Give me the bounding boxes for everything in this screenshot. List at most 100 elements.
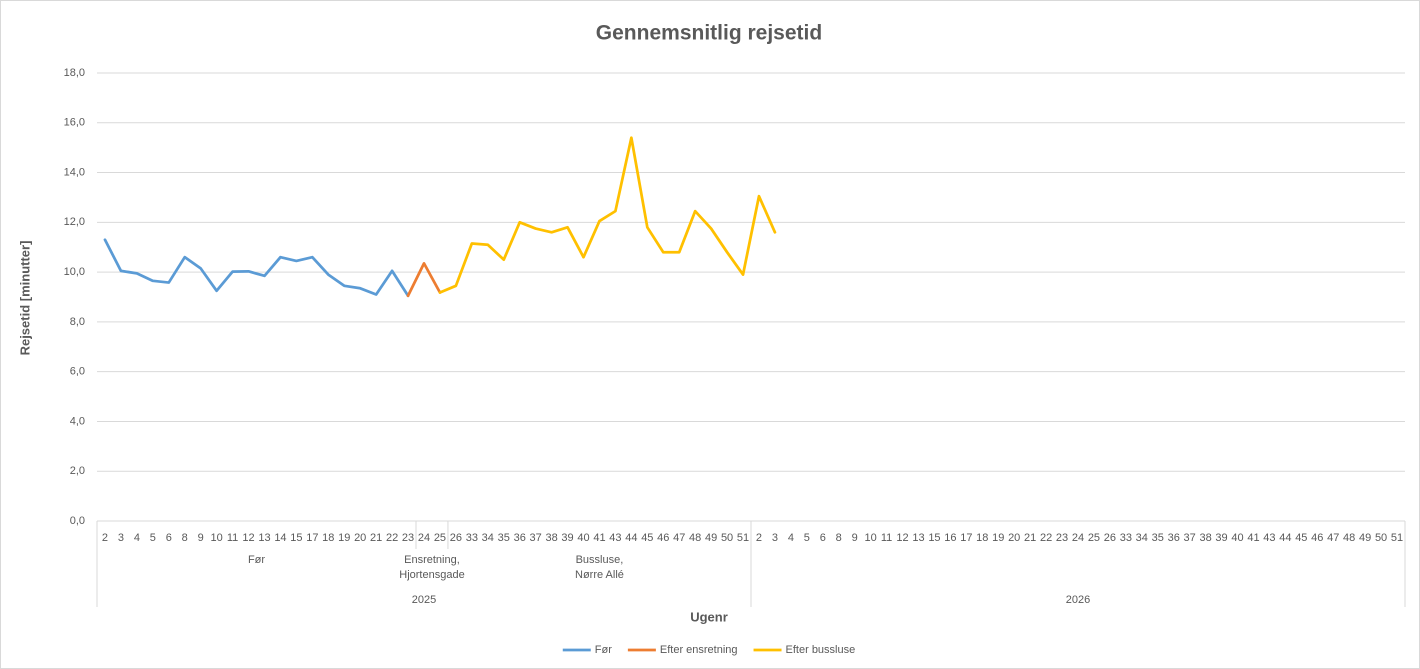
x-tick-label: 34 <box>1136 532 1148 544</box>
x-tick-label: 35 <box>498 532 510 544</box>
x-tick-label: 36 <box>514 532 526 544</box>
x-tick-label: 2 <box>756 532 762 544</box>
x-tick-label: 50 <box>721 532 733 544</box>
x-tick-label: 43 <box>609 532 621 544</box>
x-tick-label: 37 <box>530 532 542 544</box>
y-tick-label: 18,0 <box>64 67 85 79</box>
y-axis-title: Rejsetid [minutter] <box>17 241 32 356</box>
x-tick-label: 18 <box>322 532 334 544</box>
x-tick-label: 46 <box>657 532 669 544</box>
year-label: 2026 <box>1066 594 1090 606</box>
x-tick-label: 39 <box>561 532 573 544</box>
x-tick-label: 45 <box>1295 532 1307 544</box>
x-tick-label: 15 <box>928 532 940 544</box>
x-tick-label: 12 <box>242 532 254 544</box>
x-tick-label: 39 <box>1215 532 1227 544</box>
series-line <box>103 238 410 298</box>
x-tick-label: 16 <box>944 532 956 544</box>
legend-label: Efter bussluse <box>786 644 856 656</box>
x-tick-label: 38 <box>1199 532 1211 544</box>
x-tick-label: 13 <box>258 532 270 544</box>
x-tick-label: 20 <box>354 532 366 544</box>
x-tick-label: 36 <box>1168 532 1180 544</box>
y-tick-label: 6,0 <box>70 366 85 378</box>
x-tick-label: 11 <box>227 532 238 544</box>
x-tick-label: 2 <box>102 532 108 544</box>
chart-title: Gennemsnitlig rejsetid <box>596 22 822 45</box>
x-tick-label: 26 <box>450 532 462 544</box>
year-label: 2025 <box>412 594 436 606</box>
x-tick-label: 22 <box>1040 532 1052 544</box>
x-tick-label: 11 <box>881 532 892 544</box>
x-tick-label: 40 <box>1231 532 1243 544</box>
x-tick-label: 10 <box>211 532 223 544</box>
x-tick-label: 37 <box>1184 532 1196 544</box>
x-tick-label: 41 <box>593 532 605 544</box>
x-tick-label: 18 <box>976 532 988 544</box>
group-label: Ensretning, Hjortensgade <box>399 554 465 581</box>
y-tick-label: 4,0 <box>70 415 85 427</box>
x-tick-label: 17 <box>306 532 318 544</box>
x-tick-label: 3 <box>118 532 124 544</box>
x-tick-label: 9 <box>852 532 858 544</box>
x-tick-label: 8 <box>836 532 842 544</box>
x-tick-label: 17 <box>960 532 972 544</box>
series-line <box>406 262 442 298</box>
x-tick-label: 44 <box>625 532 637 544</box>
group-label: Før <box>247 554 266 566</box>
x-tick-label: 43 <box>1263 532 1275 544</box>
y-tick-label: 2,0 <box>70 465 85 477</box>
x-tick-label: 21 <box>1024 532 1036 544</box>
x-tick-label: 44 <box>1279 532 1291 544</box>
y-tick-label: 0,0 <box>70 515 85 527</box>
x-tick-label: 9 <box>198 532 204 544</box>
x-tick-label: 45 <box>641 532 653 544</box>
y-tick-label: 16,0 <box>64 117 85 129</box>
x-tick-label: 4 <box>788 532 794 544</box>
legend-label: Før <box>595 644 612 656</box>
x-tick-label: 6 <box>166 532 172 544</box>
x-tick-label: 48 <box>1343 532 1355 544</box>
x-tick-label: 47 <box>1327 532 1339 544</box>
x-tick-label: 21 <box>370 532 382 544</box>
x-tick-label: 4 <box>134 532 140 544</box>
x-tick-label: 8 <box>182 532 188 544</box>
x-tick-label: 19 <box>338 532 350 544</box>
x-tick-label: 38 <box>545 532 557 544</box>
x-tick-label: 33 <box>466 532 478 544</box>
x-tick-label: 34 <box>482 532 494 544</box>
x-tick-label: 5 <box>804 532 810 544</box>
x-tick-label: 22 <box>386 532 398 544</box>
group-label: Bussluse, Nørre Allé <box>575 554 624 581</box>
x-tick-label: 14 <box>274 532 286 544</box>
x-tick-label: 40 <box>577 532 589 544</box>
x-tick-label: 13 <box>912 532 924 544</box>
x-tick-label: 23 <box>402 532 414 544</box>
x-tick-label: 47 <box>673 532 685 544</box>
x-tick-label: 25 <box>1088 532 1100 544</box>
x-tick-label: 15 <box>290 532 302 544</box>
x-axis-title: Ugenr <box>690 609 728 624</box>
x-tick-label: 20 <box>1008 532 1020 544</box>
x-tick-label: 24 <box>1072 532 1084 544</box>
x-tick-label: 5 <box>150 532 156 544</box>
x-tick-label: 51 <box>1391 532 1403 544</box>
x-tick-label: 24 <box>418 532 430 544</box>
x-tick-label: 12 <box>896 532 908 544</box>
x-tick-label: 50 <box>1375 532 1387 544</box>
x-tick-label: 10 <box>865 532 877 544</box>
series-line <box>438 136 777 294</box>
x-tick-label: 6 <box>820 532 826 544</box>
x-tick-label: 26 <box>1104 532 1116 544</box>
x-tick-label: 48 <box>689 532 701 544</box>
y-tick-label: 8,0 <box>70 316 85 328</box>
y-tick-label: 12,0 <box>64 216 85 228</box>
x-tick-label: 25 <box>434 532 446 544</box>
x-tick-label: 23 <box>1056 532 1068 544</box>
x-tick-label: 3 <box>772 532 778 544</box>
y-tick-label: 14,0 <box>64 166 85 178</box>
x-tick-label: 46 <box>1311 532 1323 544</box>
x-tick-label: 41 <box>1247 532 1259 544</box>
